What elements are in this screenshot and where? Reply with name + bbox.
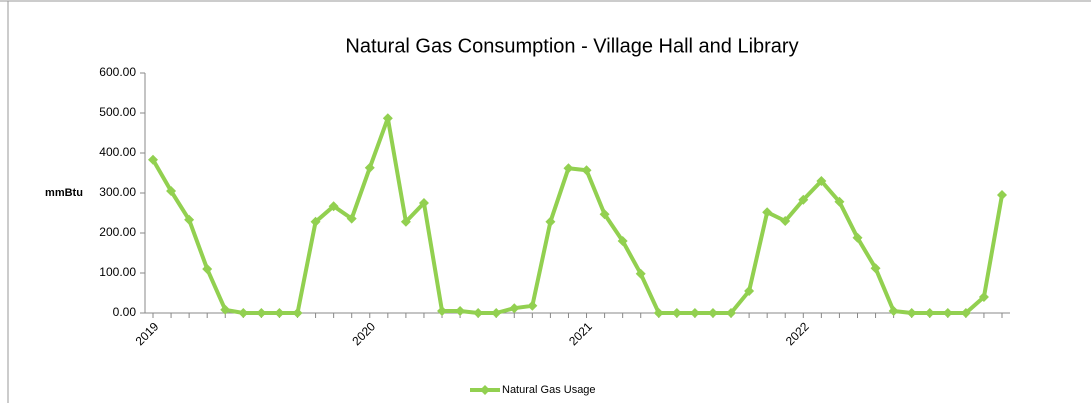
data-point [328,201,339,212]
data-point [473,308,484,318]
data-point [689,308,700,318]
data-point [726,308,737,318]
y-tick-label: 300.00 [99,185,136,199]
data-point [906,308,917,318]
y-tick-label: 600.00 [99,65,136,79]
data-point [924,308,935,318]
data-point [852,232,863,243]
series-line [151,116,1004,315]
data-point [184,214,195,225]
data-point [527,300,538,311]
data-point [563,163,574,174]
data-point [581,165,592,176]
data-point [545,216,556,227]
data-point [437,306,448,316]
data-point [653,308,664,318]
data-point [346,213,357,224]
x-tick-label: 2021 [566,319,595,348]
data-point [364,162,375,173]
data-point [274,308,285,318]
data-point [997,190,1007,200]
data-point [491,308,502,318]
data-point [816,176,827,186]
data-point [238,308,249,318]
data-point [292,308,303,318]
data-point [148,154,158,165]
data-point [671,308,682,318]
x-tick-label: 2020 [349,319,378,348]
data-point [418,198,429,208]
data-point [978,292,989,302]
data-point [744,286,755,296]
x-tick-label: 2022 [783,319,812,348]
chart-title: Natural Gas Consumption - Village Hall a… [345,35,798,57]
data-point [960,308,971,318]
data-point [617,236,628,246]
y-tick-label: 400.00 [99,145,136,159]
y-axis-label: mmBtu [45,187,83,199]
data-point [888,306,899,316]
data-point [310,216,321,227]
y-tick-label: 100.00 [99,265,136,279]
data-point [382,113,393,124]
data-point [707,308,718,318]
data-point [870,263,881,274]
data-point [780,216,791,226]
data-point [455,306,466,316]
legend-marker [480,385,490,395]
data-point [798,194,809,205]
y-tick-label: 200.00 [99,225,136,239]
y-tick-label: 500.00 [99,105,136,119]
x-tick-label: 2019 [133,319,162,348]
legend-label: Natural Gas Usage [502,384,596,396]
data-point [400,216,411,227]
data-point [220,304,231,315]
data-point [942,308,953,318]
data-point [509,303,520,314]
data-point [256,308,267,318]
data-point [599,209,610,220]
data-point [762,207,773,218]
data-point [834,196,845,207]
data-point [202,264,213,274]
data-point [635,268,646,279]
y-tick-label: 0.00 [113,305,137,319]
data-point [166,186,177,196]
